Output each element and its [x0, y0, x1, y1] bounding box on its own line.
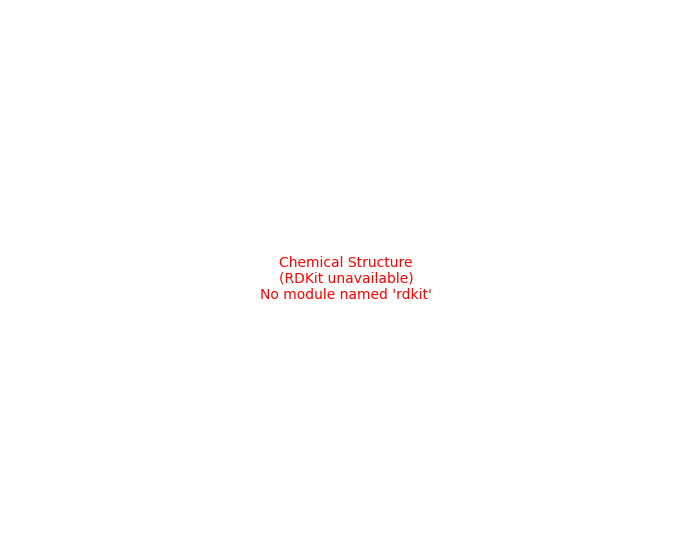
Text: Chemical Structure
(RDKit unavailable)
No module named 'rdkit': Chemical Structure (RDKit unavailable) N…	[260, 256, 432, 302]
